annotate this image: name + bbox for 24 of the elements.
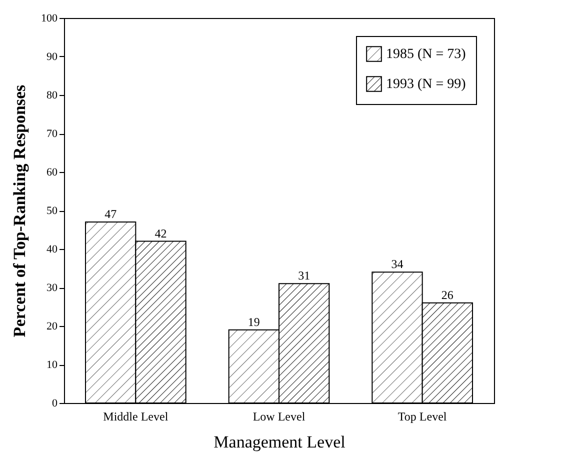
x-tick-label: Middle Level <box>103 410 169 424</box>
data-label: 31 <box>298 268 310 283</box>
x-axis-title: Management Level <box>214 432 346 452</box>
y-tick-label: 70 <box>46 128 58 140</box>
data-label: 26 <box>441 288 454 302</box>
y-tick-label: 20 <box>46 320 58 332</box>
y-axis-title: Percent of Top-Ranking Responses <box>10 84 29 338</box>
y-tick-label: 0 <box>52 398 58 410</box>
y-tick-label: 80 <box>46 90 58 102</box>
y-tick-label: 60 <box>46 166 58 178</box>
data-label: 34 <box>391 257 404 272</box>
data-label: 47 <box>104 207 117 222</box>
y-tick-label: 40 <box>46 244 58 256</box>
y-tick-label: 10 <box>46 359 58 371</box>
y-tick-label: 90 <box>46 51 58 63</box>
x-tick-label: Top Level <box>398 410 448 424</box>
y-tick-label: 50 <box>46 205 58 217</box>
legend-label: 1985 (N = 73) <box>386 47 466 62</box>
legend-label: 1993 (N = 99) <box>386 77 466 92</box>
y-tick-label: 100 <box>41 12 58 24</box>
data-label: 19 <box>248 314 260 329</box>
data-label: 42 <box>154 226 167 240</box>
x-tick-label: Low Level <box>252 410 306 424</box>
y-tick-label: 30 <box>46 282 58 294</box>
